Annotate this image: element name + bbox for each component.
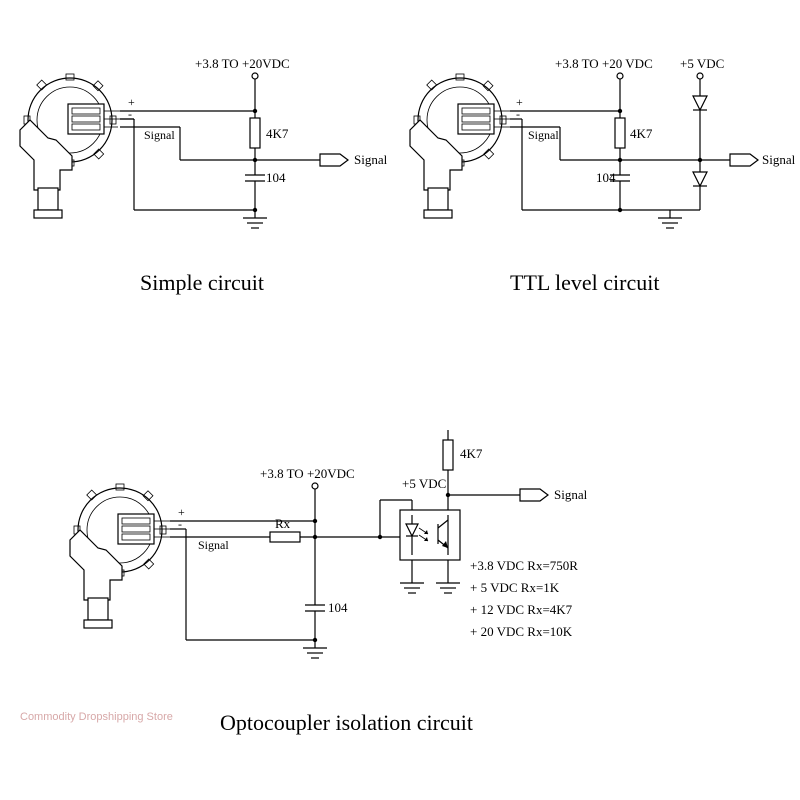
svg-text:Signal: Signal	[198, 538, 229, 552]
svg-text:104: 104	[328, 600, 348, 615]
ttl-circuit: + - Signal +3.8 TO +20 VDC 4K7 104 +5 VD…	[410, 56, 796, 295]
svg-text:+ 12 VDC Rx=4K7: + 12 VDC Rx=4K7	[470, 602, 573, 617]
svg-text:4K7: 4K7	[266, 126, 289, 141]
svg-text:+3.8 TO +20VDC: +3.8 TO +20VDC	[195, 56, 290, 71]
svg-text:104: 104	[266, 170, 286, 185]
svg-text:4K7: 4K7	[460, 446, 483, 461]
svg-text:+3.8 TO +20VDC: +3.8 TO +20VDC	[260, 466, 355, 481]
svg-text:+3.8 TO +20 VDC: +3.8 TO +20 VDC	[555, 56, 653, 71]
svg-text:+3.8 VDC Rx=750R: +3.8 VDC Rx=750R	[470, 558, 578, 573]
opto-circuit: + - Signal Rx +3.8 TO +20VDC 104	[70, 430, 588, 735]
svg-text:Signal: Signal	[354, 152, 388, 167]
svg-text:+ 5 VDC Rx=1K: + 5 VDC Rx=1K	[470, 580, 560, 595]
svg-text:Signal: Signal	[554, 487, 588, 502]
svg-text:4K7: 4K7	[630, 126, 653, 141]
svg-text:-: -	[178, 517, 182, 531]
svg-text:-: -	[516, 107, 520, 121]
svg-text:Optocoupler isolation circuit: Optocoupler isolation circuit	[220, 710, 473, 735]
svg-text:Simple circuit: Simple circuit	[140, 270, 264, 295]
svg-text:+5 VDC: +5 VDC	[402, 476, 446, 491]
svg-text:+ 20 VDC Rx=10K: + 20 VDC Rx=10K	[470, 624, 573, 639]
svg-text:Rx: Rx	[275, 516, 291, 531]
svg-text:Signal: Signal	[762, 152, 796, 167]
svg-text:104: 104	[596, 170, 616, 185]
svg-text:TTL level circuit: TTL level circuit	[510, 270, 659, 295]
svg-text:+5 VDC: +5 VDC	[680, 56, 724, 71]
svg-text:Signal: Signal	[144, 128, 175, 142]
watermark: Commodity Dropshipping Store	[20, 711, 173, 723]
svg-text:Signal: Signal	[528, 128, 559, 142]
